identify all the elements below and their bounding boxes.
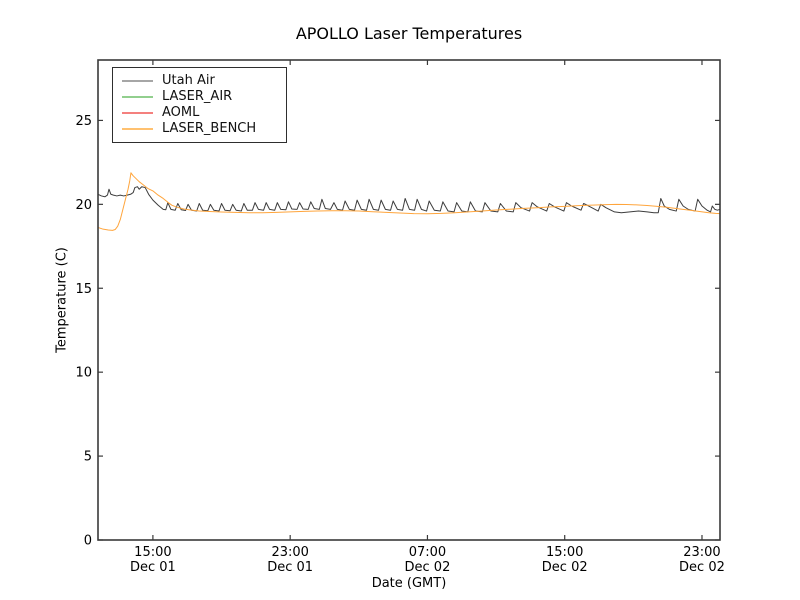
legend-item: LASER_AIR: [122, 89, 278, 105]
legend-line-sample: [122, 96, 153, 98]
x-tick-time: 15:00: [546, 545, 583, 560]
x-tick-date: Dec 02: [679, 560, 725, 575]
legend-item: Utah Air: [122, 73, 278, 89]
x-tick-time: 23:00: [683, 545, 720, 560]
y-tick-label: 10: [75, 366, 92, 381]
y-tick-label: 20: [75, 198, 92, 213]
legend-item: LASER_BENCH: [122, 121, 278, 137]
x-tick-label: 07:00 Dec 02: [405, 545, 451, 575]
legend-item-label: Utah Air: [162, 73, 215, 88]
x-tick-label: 23:00 Dec 01: [267, 545, 313, 575]
line-laser-bench: [98, 172, 720, 231]
legend-item-label: LASER_BENCH: [162, 121, 257, 136]
y-tick-label: 5: [84, 450, 92, 465]
axes-spines: [97, 59, 721, 541]
legend-line-sample: [122, 128, 153, 130]
axes-ticks: [98, 60, 720, 541]
line-utah-air: [98, 186, 720, 214]
y-axis-label: Temperature (C): [54, 247, 70, 353]
y-tick-label: 15: [75, 282, 92, 297]
legend-item: AOML: [122, 105, 278, 121]
x-tick-label: 23:00 Dec 02: [679, 545, 725, 575]
legend-line-sample: [122, 112, 153, 114]
legend-item-label: LASER_AIR: [162, 89, 233, 104]
x-tick-time: 23:00: [271, 545, 308, 560]
x-tick-time: 15:00: [134, 545, 171, 560]
y-tick-label: 25: [75, 114, 92, 129]
x-tick-label: 15:00 Dec 02: [542, 545, 588, 575]
x-tick-date: Dec 02: [542, 560, 588, 575]
data-lines: [98, 172, 720, 231]
legend: Utah Air LASER_AIR AOML LASER_BENCH: [112, 67, 287, 143]
x-tick-date: Dec 01: [130, 560, 176, 575]
chart-title: APOLLO Laser Temperatures: [295, 24, 523, 43]
x-tick-date: Dec 01: [267, 560, 313, 575]
legend-item-label: AOML: [162, 105, 200, 120]
plot-frame: [97, 59, 721, 541]
y-tick-label: 0: [84, 534, 92, 549]
x-tick-label: 15:00 Dec 01: [130, 545, 176, 575]
x-axis-label: Date (GMT): [371, 576, 447, 591]
legend-line-sample: [122, 80, 153, 82]
x-tick-time: 07:00: [409, 545, 446, 560]
x-tick-date: Dec 02: [405, 560, 451, 575]
